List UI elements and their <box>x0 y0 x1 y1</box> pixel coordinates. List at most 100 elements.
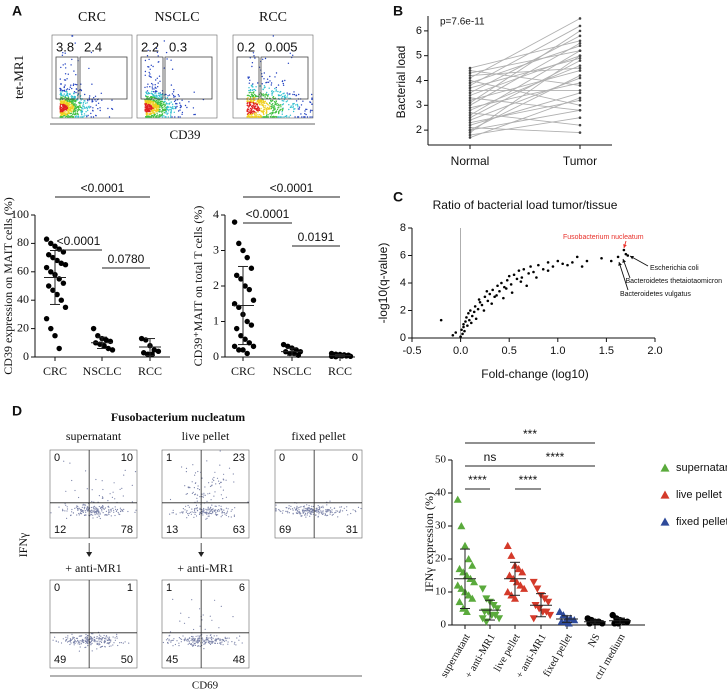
event-dot <box>151 109 153 112</box>
event-dot <box>268 107 271 109</box>
event-dot <box>89 510 91 512</box>
event-dot <box>232 473 234 475</box>
event-dot <box>81 641 83 643</box>
event-dot <box>216 477 219 479</box>
data-dot <box>532 270 535 274</box>
event-dot <box>267 106 269 109</box>
event-dot <box>86 508 88 510</box>
event-dot <box>159 80 161 83</box>
event-dot <box>107 506 109 508</box>
event-dot <box>79 640 81 642</box>
data-dot <box>468 66 472 70</box>
event-dot <box>265 82 267 84</box>
event-dot <box>250 116 252 118</box>
event-dot <box>223 479 225 481</box>
event-dot <box>61 102 63 104</box>
pair-line <box>469 117 581 136</box>
event-dot <box>270 104 273 106</box>
event-dot <box>78 108 80 110</box>
event-dot <box>248 82 250 84</box>
event-dot <box>62 90 64 92</box>
event-dot <box>150 105 153 108</box>
event-dot <box>119 513 121 516</box>
event-dot <box>146 103 149 105</box>
event-dot <box>248 92 250 94</box>
event-dot <box>62 638 64 640</box>
pair-line <box>469 77 581 121</box>
data-triangle <box>520 584 529 592</box>
event-dot <box>329 510 331 512</box>
event-dot <box>304 113 306 115</box>
event-dot <box>310 507 312 510</box>
plot-title: RCC <box>259 10 287 25</box>
event-dot <box>221 510 223 512</box>
axis-title: Bacterial load <box>394 46 408 119</box>
data-dot <box>599 620 606 627</box>
event-dot <box>90 511 92 513</box>
event-dot <box>68 102 70 104</box>
y-tick-label: 2 <box>213 278 219 292</box>
event-dot <box>246 116 248 118</box>
event-dot <box>274 76 276 78</box>
event-dot <box>147 105 149 107</box>
event-dot <box>300 113 302 115</box>
gate <box>55 56 79 100</box>
event-dot <box>69 100 71 103</box>
event-dot <box>108 636 111 638</box>
y-tick-label: 40 <box>435 487 447 499</box>
event-dot <box>86 108 89 110</box>
event-dot <box>267 81 270 84</box>
significance-label: <0.0001 <box>270 181 314 195</box>
data-dot <box>240 347 246 353</box>
data-triangle <box>660 490 670 499</box>
event-dot <box>172 639 174 641</box>
event-dot <box>290 106 292 109</box>
event-dot <box>74 104 76 107</box>
event-dot <box>201 637 204 639</box>
y-tick-label: 0 <box>213 349 219 363</box>
event-dot <box>259 109 262 112</box>
axis-title: -log10(q-value) <box>376 243 390 324</box>
event-dot <box>275 504 277 506</box>
event-dot <box>320 512 323 514</box>
data-dot <box>439 318 443 322</box>
event-dot <box>68 107 70 109</box>
event-dot <box>215 510 217 512</box>
event-dot <box>147 116 149 118</box>
data-triangle <box>457 584 466 592</box>
event-dot <box>147 110 150 112</box>
event-dot <box>104 637 106 639</box>
point-label: Escherichia coli <box>650 265 699 272</box>
event-dot <box>52 639 54 641</box>
data-dot <box>505 278 509 282</box>
event-dot <box>281 97 283 99</box>
event-dot <box>62 508 64 510</box>
event-dot <box>67 641 69 643</box>
event-dot <box>262 100 264 102</box>
data-dot <box>468 74 472 77</box>
event-dot <box>220 643 222 646</box>
event-dot <box>85 514 87 516</box>
event-dot <box>277 107 279 109</box>
event-dot <box>106 642 108 644</box>
y-tick-label: 0 <box>23 349 29 363</box>
event-dot <box>220 516 222 518</box>
event-dot <box>259 101 261 103</box>
event-dot <box>179 512 181 514</box>
event-dot <box>193 628 195 631</box>
event-dot <box>171 116 173 118</box>
event-dot <box>185 639 187 641</box>
data-dot <box>328 353 335 360</box>
event-cloud <box>50 460 137 520</box>
event-dot <box>188 512 190 515</box>
event-dot <box>325 510 327 512</box>
event-dot <box>190 513 192 515</box>
event-dot <box>338 511 340 513</box>
event-dot <box>95 506 97 508</box>
pair-line <box>469 40 581 69</box>
event-dot <box>193 91 195 93</box>
event-dot <box>239 635 241 637</box>
event-dot <box>249 110 251 112</box>
event-dot <box>74 639 76 641</box>
event-dot <box>292 93 294 96</box>
